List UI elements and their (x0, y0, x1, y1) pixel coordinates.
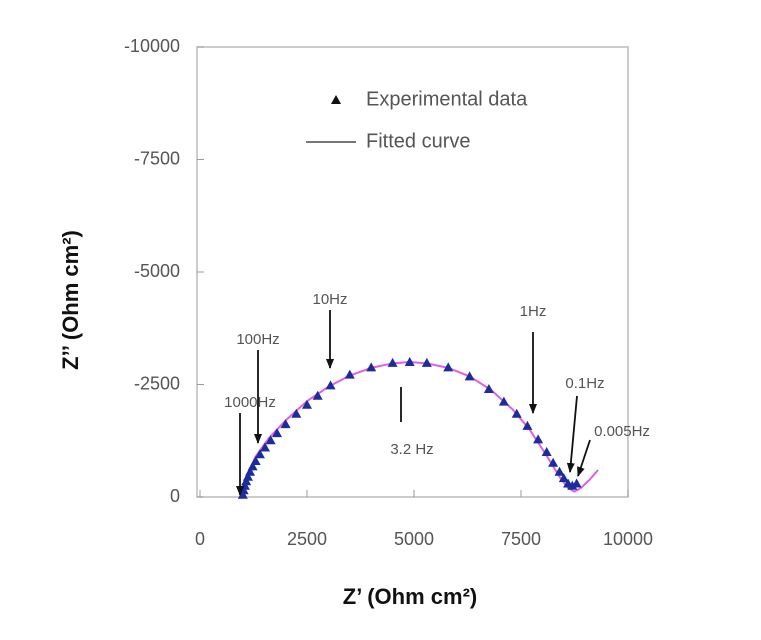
data-point (541, 447, 552, 456)
data-point (242, 471, 253, 481)
data-point (325, 380, 336, 390)
legend-label: Experimental data (366, 88, 528, 110)
y-tick-label: 0 (170, 486, 180, 506)
data-point (260, 442, 271, 452)
x-axis-label: Z’ (Ohm cm²) (343, 584, 477, 609)
data-point (387, 357, 398, 367)
plot-frame (196, 46, 629, 498)
annotation-arrow (566, 395, 578, 473)
data-point (443, 362, 454, 372)
annotation: 1000Hz (224, 394, 276, 411)
data-point (571, 478, 582, 488)
data-point (404, 357, 415, 366)
data-point (250, 456, 261, 465)
data-point (554, 466, 565, 476)
data-point (247, 461, 258, 471)
x-tick-label: 0 (195, 529, 205, 549)
y-tick-label: -2500 (134, 373, 180, 393)
data-point (522, 420, 533, 430)
annotation-arrow (577, 439, 591, 477)
legend-label: Fitted curve (366, 130, 470, 152)
data-point (302, 399, 312, 409)
data-point (312, 390, 323, 400)
data-point (533, 434, 544, 444)
y-tick-label: -10000 (124, 36, 180, 56)
data-point (254, 449, 265, 459)
data-point (511, 408, 522, 418)
data-point (483, 384, 494, 393)
data-point (265, 435, 276, 445)
fitted-line (241, 360, 599, 498)
data-point (344, 369, 355, 379)
data-point (558, 473, 569, 483)
data-point (291, 408, 302, 418)
annotation: 0.1Hz (565, 375, 604, 392)
data-point (272, 428, 283, 438)
legend-marker (331, 95, 341, 104)
annotation: 3.2 Hz (390, 441, 433, 458)
annotation: 10Hz (312, 291, 347, 308)
x-tick-label: 7500 (501, 529, 541, 549)
y-tick-label: -7500 (134, 148, 180, 168)
data-point (464, 371, 475, 381)
annotation: 100Hz (236, 331, 279, 348)
data-point (548, 457, 559, 467)
x-tick-label: 5000 (394, 529, 434, 549)
annotation: 1Hz (520, 303, 547, 320)
x-tick-label: 10000 (603, 529, 653, 549)
y-axis-label: Z’’ (Ohm cm²) (58, 230, 83, 370)
data-point (366, 362, 377, 372)
data-point (280, 419, 291, 429)
data-point (421, 357, 432, 367)
data-point (245, 466, 256, 476)
data-point (498, 396, 509, 406)
y-tick-label: -5000 (134, 261, 180, 281)
annotation: 0.005Hz (594, 423, 650, 440)
x-tick-label: 2500 (287, 529, 327, 549)
